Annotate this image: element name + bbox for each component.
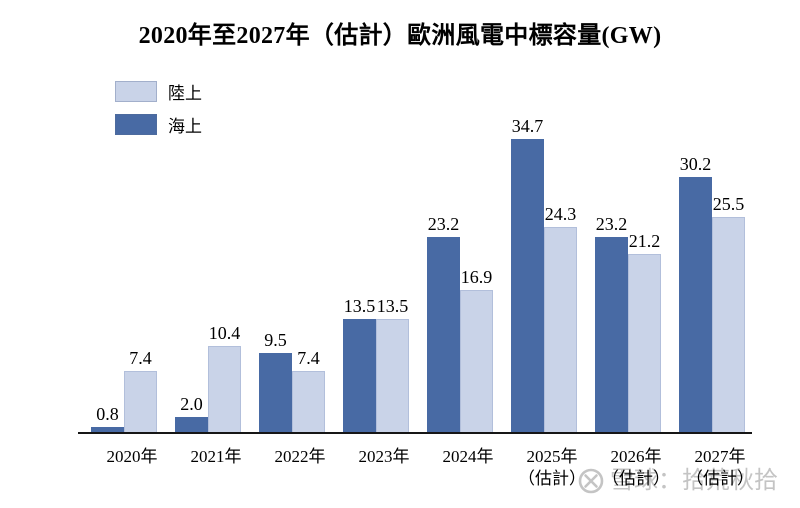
bar-offshore [595, 236, 628, 434]
bar-value-label: 7.4 [129, 348, 152, 369]
bar-onshore [460, 290, 493, 434]
bar-value-label: 23.2 [427, 213, 460, 234]
bar-onshore [712, 217, 745, 434]
bar-offshore [343, 319, 376, 434]
bar-group-2022年: 9.5 7.4 [259, 100, 325, 434]
legend: 陸上 海上 [115, 81, 202, 147]
bar-value-label: 25.5 [712, 194, 745, 215]
bar-group-2027年（估計）: 30.2 25.5 [679, 100, 745, 434]
bar-onshore [208, 345, 241, 434]
bar-offshore [175, 417, 208, 434]
x-tick-label: 2024年 [442, 447, 494, 466]
legend-item-offshore: 海上 [115, 114, 202, 136]
bar-value-label: 13.5 [376, 296, 409, 317]
bar-value-label: 30.2 [679, 154, 712, 175]
bar-group-2020年: 0.8 7.4 [91, 100, 157, 434]
watermark: 雪球：拾荒秋拾 [577, 467, 778, 495]
bar-value-label: 2.0 [180, 394, 203, 415]
bar-group-2021年: 2.0 10.4 [175, 100, 241, 434]
bar-offshore [259, 353, 292, 434]
x-tick-label: 2023年 [358, 447, 410, 466]
x-tick-label: 2026年 （估計） [602, 447, 670, 488]
bar-onshore [124, 371, 157, 434]
x-tick-label: 2021年 [190, 447, 242, 466]
watermark-text: 雪球：拾荒秋拾 [610, 468, 778, 494]
legend-label-offshore: 海上 [168, 117, 202, 136]
bar-onshore [544, 227, 577, 434]
bar-value-label: 0.8 [96, 404, 119, 425]
bar-onshore [628, 253, 661, 434]
xueqiu-snowball-icon [578, 468, 604, 494]
bar-value-label: 23.2 [595, 213, 628, 234]
x-tick-label: 2022年 [274, 447, 326, 466]
offshore-swatch [115, 114, 157, 135]
x-axis-line [78, 432, 752, 434]
bar-offshore [511, 139, 544, 434]
bar-value-label: 21.2 [628, 230, 661, 251]
bar-group-2024年: 23.2 16.9 [427, 100, 493, 434]
bar-group-2023年: 13.5 13.5 [343, 100, 409, 434]
legend-item-onshore: 陸上 [115, 81, 202, 103]
bar-onshore [376, 319, 409, 434]
x-tick-label: 2020年 [106, 447, 158, 466]
onshore-swatch [115, 81, 157, 102]
bar-offshore [91, 427, 124, 434]
plot-area: 0.8 7.4 2.0 10.4 9.5 7.4 13.5 13.5 23.2 16.9 34.7 2… [78, 100, 792, 434]
bar-value-label: 34.7 [511, 116, 544, 137]
x-tick-label: 2027年 （估計） [686, 447, 754, 488]
bar-value-label: 13.5 [343, 296, 376, 317]
x-axis-labels: 2020年 2021年 2022年 2023年 2024年 2025年 （估計） 2026年（… [78, 446, 792, 508]
bar-group-2026年（估計）: 23.2 21.2 [595, 100, 661, 434]
bar-value-label: 10.4 [208, 322, 241, 343]
bar-offshore [427, 236, 460, 434]
bar-value-label: 24.3 [544, 204, 577, 225]
bar-onshore [292, 371, 325, 434]
x-tick-label: 2025年 （估計） [518, 447, 586, 488]
bar-value-label: 9.5 [264, 330, 287, 351]
bar-value-label: 16.9 [460, 267, 493, 288]
bar-value-label: 7.4 [297, 348, 320, 369]
chart-title: 2020年至2027年（估計）歐洲風電中標容量(GW) [138, 23, 662, 49]
bar-offshore [679, 177, 712, 434]
legend-label-onshore: 陸上 [168, 84, 202, 103]
bar-group-2025年（估計）: 34.7 24.3 [511, 100, 577, 434]
